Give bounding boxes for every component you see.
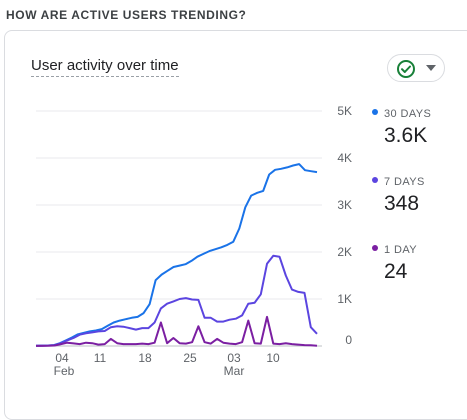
check-circle-icon bbox=[397, 60, 415, 78]
y-tick-label: 1K bbox=[337, 292, 352, 306]
legend-value: 24 bbox=[384, 260, 408, 283]
legend-item: 1 DAY 24 bbox=[372, 240, 417, 284]
x-tick-label: 03 bbox=[227, 351, 241, 365]
x-tick-label: 04 bbox=[55, 351, 69, 365]
y-tick-label: 0 bbox=[345, 333, 352, 347]
section-title: HOW ARE ACTIVE USERS TRENDING? bbox=[6, 8, 247, 22]
legend-dot bbox=[372, 244, 378, 251]
series-line-1-day[interactable] bbox=[36, 315, 318, 347]
legend-value: 348 bbox=[384, 192, 420, 215]
legend-item: 7 DAYS 348 bbox=[372, 172, 425, 216]
caret-down-icon bbox=[426, 65, 436, 71]
x-tick-label: 11 bbox=[94, 351, 107, 365]
card-title[interactable]: User activity over time bbox=[31, 57, 179, 77]
y-tick-label: 3K bbox=[337, 198, 352, 212]
legend-dot bbox=[372, 176, 378, 183]
x-tick-label: 25 bbox=[183, 351, 197, 365]
x-tick-label: 18 bbox=[138, 351, 152, 365]
y-tick-label: 4K bbox=[337, 151, 352, 165]
series-line-30-days[interactable] bbox=[35, 163, 318, 347]
status-dropdown-button[interactable] bbox=[387, 54, 445, 82]
x-month-label: Feb bbox=[54, 364, 75, 378]
legend-item: 30 DAYS 3.6K bbox=[372, 104, 431, 148]
line-chart: 5K 4K 3K 2K 1K 0 04 11 18 25 03 10 Feb Mar bbox=[35, 104, 352, 378]
y-tick-label: 2K bbox=[337, 245, 352, 259]
series-line-7-days[interactable] bbox=[35, 254, 318, 347]
legend-dot bbox=[372, 108, 378, 115]
legend-label: 30 DAYS bbox=[384, 108, 432, 120]
legend-label: 7 DAYS bbox=[384, 176, 425, 188]
x-month-label: Mar bbox=[224, 364, 245, 378]
y-tick-label: 5K bbox=[337, 104, 352, 118]
legend-value: 3.6K bbox=[384, 124, 428, 147]
legend-label: 1 DAY bbox=[384, 244, 417, 256]
x-tick-label: 10 bbox=[266, 351, 280, 365]
